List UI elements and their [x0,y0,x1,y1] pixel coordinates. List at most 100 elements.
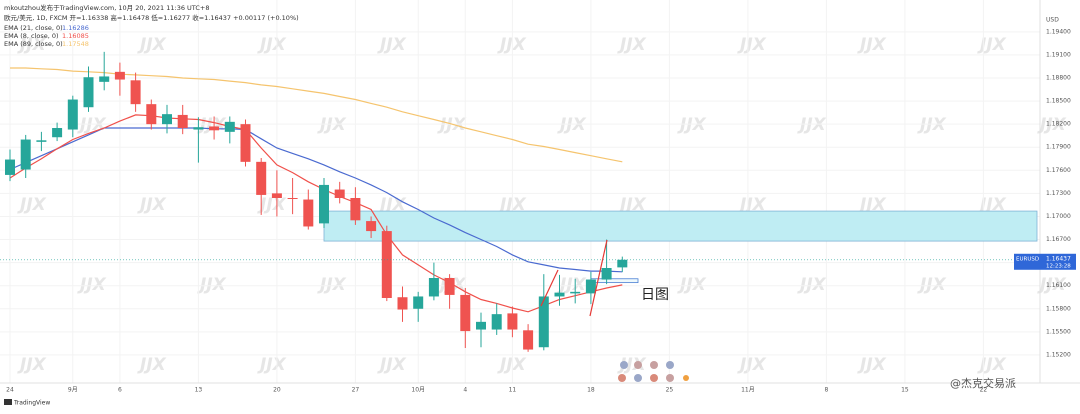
candle-body [256,161,267,195]
watermark: JJX [197,115,227,135]
x-tick-label: 11 [509,387,517,394]
candle-body [381,231,392,298]
y-tick-label: 1.15800 [1046,305,1071,312]
candle-body [334,189,345,198]
tag-price: 1.16437 [1046,255,1071,262]
watermark: JJX [317,115,347,135]
watermark: JJX [257,195,287,215]
zone [323,210,1038,242]
x-tick-label: 10月 [411,387,425,394]
watermark: JJX [737,195,767,215]
candle-body [193,127,204,130]
watermark: JJX [557,275,587,295]
legend-name: EMA (21, close, 0) [4,24,63,32]
watermark: JJX [737,35,767,55]
watermark: JJX [77,275,107,295]
watermark: JJX [677,115,707,135]
y-tick-label: 1.15200 [1046,351,1071,358]
x-tick-label: 9月 [68,387,78,394]
candles [5,51,628,352]
candle-body [523,330,534,350]
zones [323,210,1038,284]
watermark: JJX [137,355,167,375]
candle-body [130,80,141,105]
candle-body [460,294,471,332]
watermark: JJX [977,35,1007,55]
currency: USD [1046,17,1059,24]
watermark: JJX [797,115,827,135]
candle-body [601,268,612,280]
watermark: JJX [1037,115,1067,135]
candle-body [585,279,596,294]
candle-body [397,297,408,310]
x-tick-label: 13 [195,387,203,394]
watermark: JJX [17,35,47,55]
candle-body [209,126,220,131]
candle-body [319,184,329,224]
x-tick-label: 24 [6,387,14,394]
candle-body [20,139,31,170]
watermark: JJX [617,35,647,55]
watermark: JJX [797,275,827,295]
x-tick-label: 25 [666,387,674,394]
watermark: JJX [377,355,407,375]
candle-body [271,193,282,198]
candle-body [303,199,314,227]
candle-body [491,314,502,330]
candle-body [83,77,94,108]
legend-value: 1.16286 [62,24,89,32]
x-tick-label: 20 [273,387,281,394]
candle-body [146,104,157,125]
watermark: JJX [857,195,887,215]
candle-body [5,159,15,175]
x-tick-label: 15 [901,387,909,394]
y-tick-label: 1.19100 [1046,51,1071,58]
legend-value: 1.16085 [62,32,89,40]
watermark: JJX [857,355,887,375]
y-tick-label: 1.18500 [1046,98,1071,105]
candle-body [177,114,188,128]
x-tick-label: 4 [463,387,467,394]
watermark: JJX [737,355,767,375]
tag-box [1014,253,1076,270]
legend-value: 1.17548 [62,40,89,48]
y-tick-label: 1.17900 [1046,144,1071,151]
y-tick-label: 1.17600 [1046,167,1071,174]
candle-body [366,221,377,232]
y-tick-label: 1.19400 [1046,28,1071,35]
candle-body [240,124,251,162]
watermark: JJX [557,115,587,135]
x-tick-label: 8 [824,387,828,394]
trend-line [589,239,608,317]
y-tick-label: 1.18200 [1046,121,1071,128]
watermark: JJX [977,355,1007,375]
y-axis: 1.152001.155001.158001.161001.164001.167… [1046,28,1071,358]
x-tick-label: 6 [118,387,122,394]
x-tick-label: 18 [587,387,595,394]
publisher-line: mkoutzhou发布于TradingView.com, 10月 20, 202… [4,3,210,12]
watermark: JJX [977,195,1007,215]
candle-body [67,99,78,130]
tag-symbol: EURUSD [1016,256,1039,262]
candle-body [476,321,486,330]
y-tick-label: 1.16700 [1046,236,1071,243]
candle-body [99,76,110,82]
candle-body [617,259,628,268]
candle-body [570,291,581,294]
watermark: JJX [1037,275,1067,295]
ema-line [10,67,623,163]
candle-body [554,292,565,297]
watermark: JJX [917,275,947,295]
trend-line [540,269,559,307]
y-tick-label: 1.17000 [1046,213,1071,220]
watermark: JJX [17,355,47,375]
watermark: JJX [917,115,947,135]
x-tick-label: 27 [352,387,360,394]
watermark: JJX [17,195,47,215]
watermark: JJX [497,355,527,375]
candle-body [507,313,518,330]
symbol-line: 欧元/美元, 1D, FXCM 开=1.16338 高=1.16478 低=1.… [4,13,299,22]
